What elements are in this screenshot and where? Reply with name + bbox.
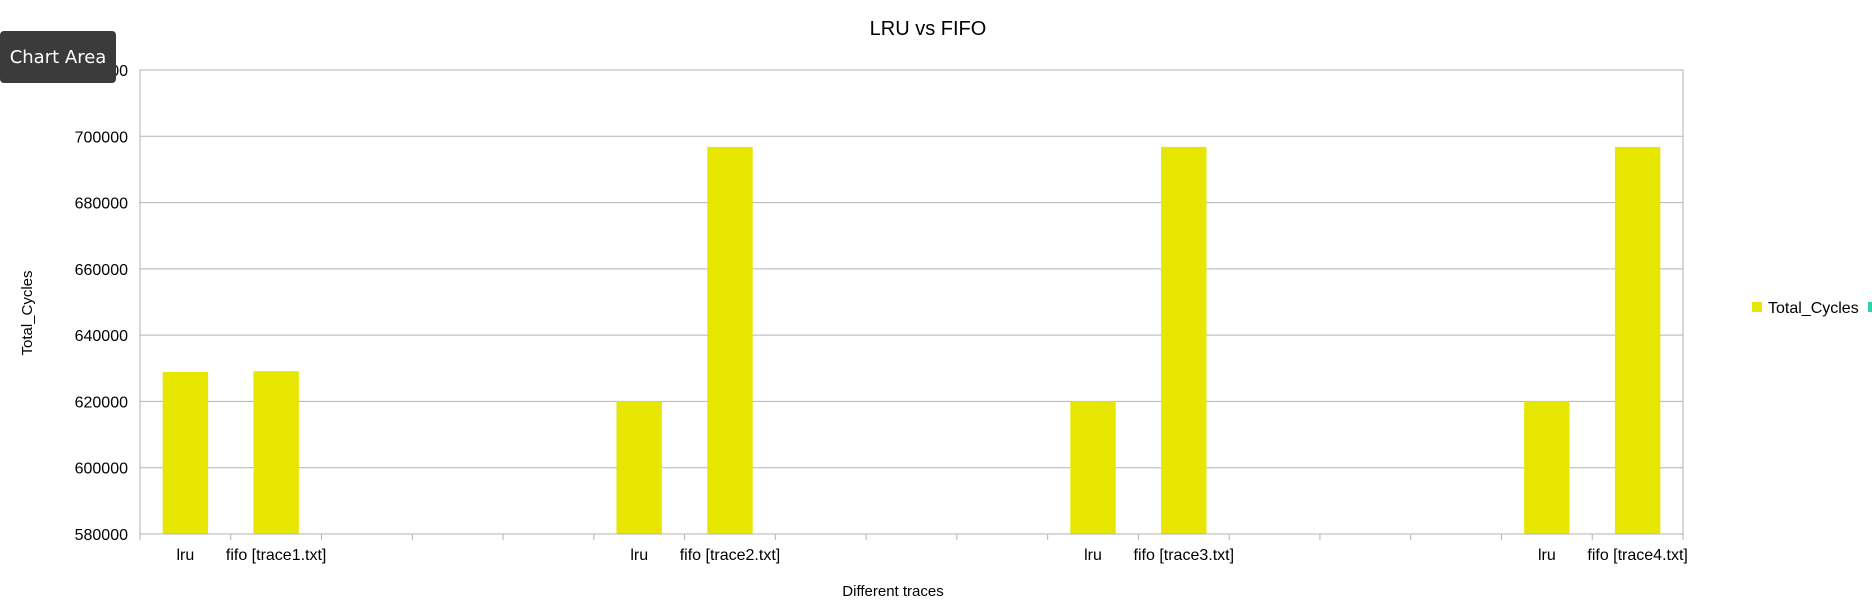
grid-lines bbox=[139, 69, 1684, 540]
legend-swatch-total-cycles bbox=[1752, 302, 1762, 312]
legend: Total_Cycles bbox=[1752, 300, 1872, 317]
bar-lru bbox=[1070, 401, 1116, 534]
y-tick-label: 620000 bbox=[75, 394, 128, 411]
y-tick-labels: 580000 600000 620000 640000 660000 680000 7000… bbox=[75, 63, 128, 544]
y-tick-label: 680000 bbox=[75, 196, 128, 213]
x-tick-labels: lru fifo [trace1.txt] lru fifo [trace2.txt]… bbox=[176, 547, 1687, 564]
y-tick-label: 700000 bbox=[75, 129, 128, 146]
bars bbox=[162, 146, 1661, 535]
x-axis-label: Different traces bbox=[842, 583, 943, 600]
bar-fifo-trace2-txt- bbox=[707, 146, 753, 535]
legend-swatch-cut-off bbox=[1868, 302, 1872, 312]
x-tick-label: fifo [trace3.txt] bbox=[1134, 547, 1234, 564]
bar-fifo-trace3-txt- bbox=[1161, 146, 1207, 535]
legend-label-total-cycles: Total_Cycles bbox=[1768, 300, 1859, 317]
chart-title: LRU vs FIFO bbox=[870, 18, 987, 40]
x-tick-label: fifo [trace4.txt] bbox=[1587, 547, 1687, 564]
chart-area-tooltip: Chart Area bbox=[0, 31, 116, 83]
x-tick-label: lru bbox=[630, 547, 648, 564]
x-tick-label: lru bbox=[176, 547, 194, 564]
plot-frame bbox=[139, 69, 1684, 535]
bar-lru bbox=[1524, 401, 1570, 534]
y-tick-label: 640000 bbox=[75, 328, 128, 345]
y-tick-label: 660000 bbox=[75, 262, 128, 279]
x-tick-label: fifo [trace1.txt] bbox=[226, 547, 326, 564]
bar-lru bbox=[616, 401, 662, 534]
bar-fifo-trace4-txt- bbox=[1614, 146, 1661, 535]
y-tick-label: 600000 bbox=[75, 461, 128, 478]
x-tick-label: lru bbox=[1084, 547, 1102, 564]
bar-lru bbox=[162, 371, 209, 534]
y-axis-label: Total_Cycles bbox=[19, 270, 36, 355]
bar-fifo-trace1-txt- bbox=[253, 371, 299, 534]
x-tick-label: lru bbox=[1538, 547, 1556, 564]
x-tick-label: fifo [trace2.txt] bbox=[680, 547, 780, 564]
y-tick-label: 580000 bbox=[75, 527, 128, 544]
